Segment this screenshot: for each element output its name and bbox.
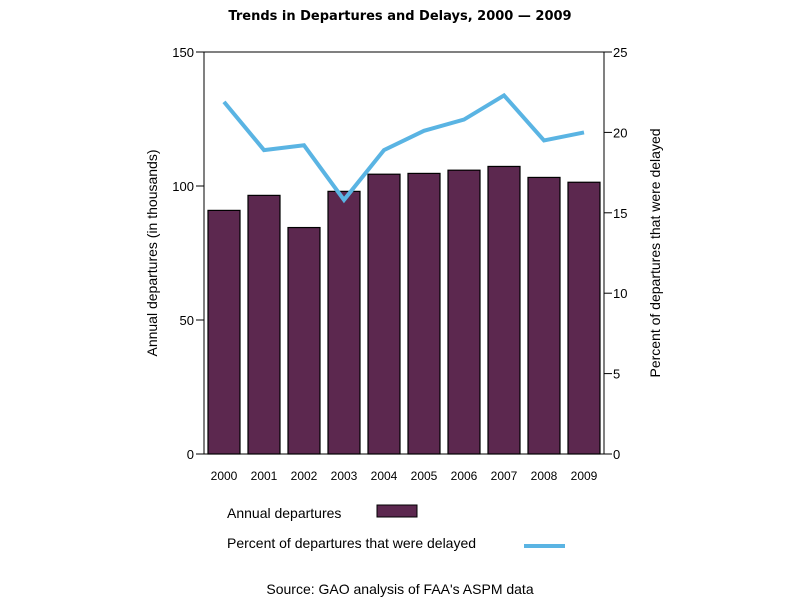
line-delayed-percent (222, 92, 585, 204)
x-tick-label: 2006 (451, 469, 478, 483)
source-note: Source: GAO analysis of FAA's ASPM data (266, 581, 533, 597)
y2-tick-label: 20 (613, 125, 627, 140)
x-tick-label: 2008 (531, 469, 558, 483)
bars-group (207, 165, 601, 455)
x-tick-label: 2003 (331, 469, 358, 483)
y2-tick-label: 15 (613, 206, 627, 221)
right-axis: 0 5 10 15 20 25 (604, 45, 627, 462)
y-tick-label: 150 (172, 45, 194, 60)
y-tick-label: 50 (180, 313, 194, 328)
plot-frame (203, 51, 605, 455)
legend-swatch-departures (376, 504, 418, 518)
bar-2003 (327, 190, 361, 455)
x-tick-label: 2002 (291, 469, 318, 483)
x-axis: 2000 2001 2002 2003 2004 2005 2006 2007 2008 2009 (211, 469, 598, 483)
bar-2009 (567, 181, 601, 455)
x-tick-label: 2000 (211, 469, 238, 483)
bar-2000 (207, 209, 241, 455)
chart-title: Trends in Departures and Delays, 2000 — … (228, 9, 571, 24)
bar-2001 (247, 194, 281, 455)
y-tick-label: 100 (172, 179, 194, 194)
x-tick-label: 2005 (411, 469, 438, 483)
bar-2004 (367, 173, 401, 455)
legend: Annual departures Percent of departures … (227, 504, 565, 551)
y-tick-label: 0 (187, 447, 194, 462)
x-tick-label: 2007 (491, 469, 518, 483)
left-axis: 0 50 100 150 (172, 45, 204, 462)
y2-tick-label: 10 (613, 286, 627, 301)
y2-tick-label: 5 (613, 367, 620, 382)
x-tick-label: 2004 (371, 469, 398, 483)
bar-2006 (447, 169, 481, 455)
bar-2007 (487, 165, 521, 455)
y-axis-label: Annual departures (in thousands) (144, 149, 160, 356)
y2-tick-label: 25 (613, 45, 627, 60)
bar-2005 (407, 172, 441, 455)
line-group (222, 92, 585, 204)
y2-axis-label: Percent of departures that were delayed (647, 128, 663, 377)
legend-label-delayed: Percent of departures that were delayed (227, 535, 476, 551)
x-tick-label: 2001 (251, 469, 278, 483)
bar-2008 (527, 176, 561, 455)
bar-2002 (287, 226, 321, 455)
y2-tick-label: 0 (613, 447, 620, 462)
legend-label-departures: Annual departures (227, 505, 341, 521)
x-tick-label: 2009 (571, 469, 598, 483)
